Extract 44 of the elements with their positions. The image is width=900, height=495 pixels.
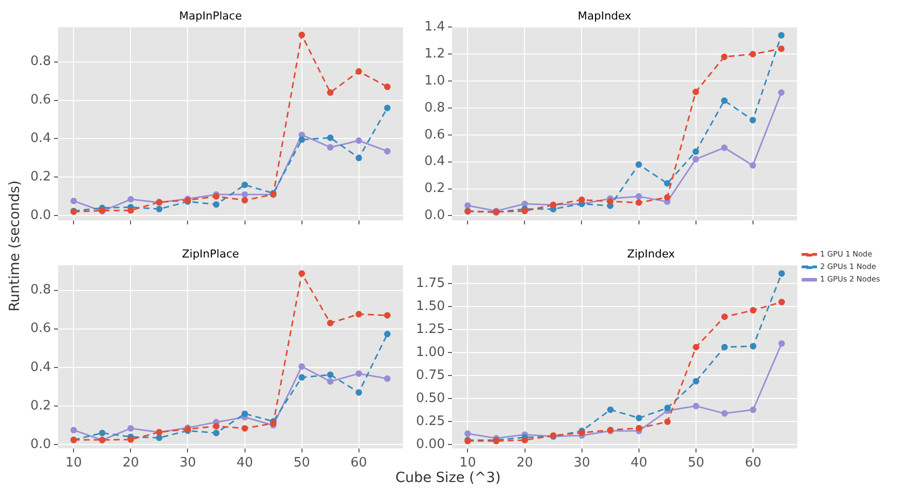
y-tick-label: 0.0 [424, 208, 445, 224]
y-tick-label: 1.0 [424, 73, 445, 88]
chart-title: MapInPlace [179, 9, 242, 22]
x-tick-label: 60 [744, 456, 762, 471]
y-tick-label: 0.50 [416, 391, 445, 406]
y-tick-label: 0.8 [30, 54, 51, 70]
y-tick-label: 1.00 [416, 345, 445, 360]
x-tick-label: 10 [459, 456, 476, 471]
y-tick-label: 1.2 [424, 46, 445, 62]
y-tick-label: 0.8 [30, 282, 51, 298]
chart-title: ZipIndex [627, 247, 676, 260]
x-tick-label: 30 [574, 456, 590, 471]
y-tick-label: 0.4 [30, 131, 51, 146]
y-tick-label: 0.6 [30, 321, 51, 336]
x-tick-label: 10 [65, 456, 82, 471]
y-tick-label: 0.4 [30, 360, 51, 375]
y-tick-label: 0.6 [424, 127, 445, 142]
y-tick-label: 0.4 [424, 154, 445, 170]
x-tick-label: 40 [236, 456, 254, 471]
y-tick-label: 1.75 [416, 276, 445, 291]
y-tick-label: 0.00 [416, 437, 445, 452]
x-tick-label: 40 [630, 456, 648, 471]
y-tick-label: 0.25 [416, 414, 445, 430]
y-tick-label: 0.0 [30, 208, 51, 223]
x-tick-label: 20 [516, 456, 534, 471]
chart-title: MapIndex [578, 9, 632, 22]
y-axis-title: Runtime (seconds) [7, 180, 23, 312]
x-tick-label: 20 [122, 456, 139, 471]
y-tick-label: 0.2 [30, 398, 51, 414]
y-tick-label: 1.4 [424, 20, 445, 35]
x-tick-label: 50 [688, 456, 704, 471]
y-tick-label: 0.2 [30, 170, 51, 185]
y-tick-label: 0.0 [30, 436, 51, 452]
y-tick-label: 1.25 [416, 322, 445, 338]
x-axis-title: Cube Size (^3) [394, 470, 502, 486]
chart-title: ZipInPlace [182, 247, 240, 260]
x-tick-label: 50 [294, 456, 310, 471]
y-tick-label: 0.8 [424, 100, 445, 116]
y-tick-label: 0.2 [424, 181, 445, 196]
y-tick-label: 0.75 [416, 368, 445, 384]
x-tick-label: 60 [350, 456, 368, 471]
y-tick-label: 0.6 [30, 92, 51, 108]
x-tick-label: 30 [179, 456, 196, 471]
y-tick-label: 1.50 [416, 299, 445, 314]
